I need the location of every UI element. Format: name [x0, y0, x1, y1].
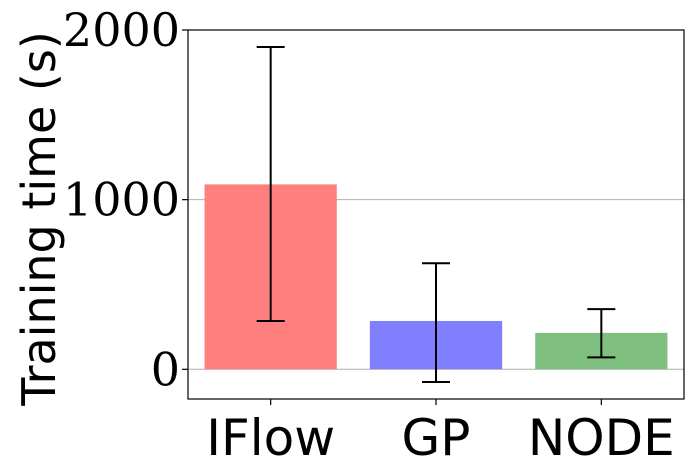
error-bar-iflow	[256, 45, 285, 322]
error-bars	[256, 45, 616, 384]
y-tick-label: 1000	[63, 173, 180, 227]
x-axis-labels: IFlow GP NODE	[206, 399, 675, 467]
y-axis-title: Training time (s)	[12, 31, 66, 407]
y-tick-label: 0	[151, 342, 180, 396]
x-tick-label-node: NODE	[528, 409, 675, 467]
error-bar-node	[587, 308, 616, 359]
x-tick-label-gp: GP	[402, 409, 471, 467]
error-bar-gp	[422, 262, 450, 384]
x-tick-label-iflow: IFlow	[206, 409, 335, 467]
y-tick-label: 2000	[63, 3, 180, 57]
y-axis-ticks: 0 1000 2000	[63, 3, 188, 396]
